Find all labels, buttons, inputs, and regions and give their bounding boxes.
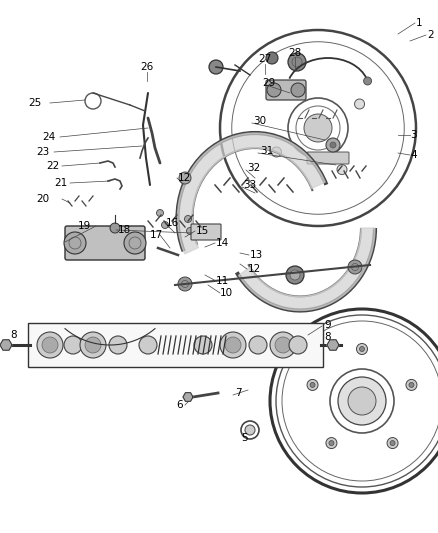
Circle shape [307,379,318,391]
Text: 30: 30 [253,116,266,126]
Circle shape [310,383,315,387]
Circle shape [304,114,332,142]
Polygon shape [177,133,325,254]
Circle shape [326,138,340,152]
Circle shape [364,77,371,85]
Circle shape [42,337,58,353]
Polygon shape [0,340,12,350]
Circle shape [162,222,169,229]
Text: 12: 12 [248,264,261,274]
Circle shape [124,232,146,254]
Circle shape [338,377,386,425]
Text: 5: 5 [242,433,248,443]
Circle shape [156,209,163,216]
Circle shape [289,336,307,354]
Circle shape [406,379,417,391]
Text: 24: 24 [42,132,55,142]
Circle shape [225,337,241,353]
Circle shape [85,337,101,353]
Circle shape [64,232,86,254]
Text: 31: 31 [260,146,273,156]
Text: 21: 21 [54,178,67,188]
Circle shape [348,260,362,274]
Circle shape [178,277,192,291]
Circle shape [209,60,223,74]
Bar [28,323,323,367]
Circle shape [37,332,63,358]
Circle shape [329,441,334,446]
FancyBboxPatch shape [65,226,145,260]
Circle shape [291,83,305,97]
Text: 12: 12 [178,173,191,183]
Circle shape [357,343,367,354]
Text: 18: 18 [118,225,131,235]
Circle shape [80,332,106,358]
Circle shape [266,52,278,64]
Circle shape [179,172,191,184]
Text: 4: 4 [410,150,417,160]
Text: 9: 9 [324,320,331,330]
Circle shape [360,346,364,351]
Circle shape [355,99,364,109]
Circle shape [245,425,255,435]
Circle shape [267,83,281,97]
Text: 14: 14 [216,238,229,248]
Text: 3: 3 [410,130,417,140]
Circle shape [286,266,304,284]
Text: 19: 19 [78,221,91,231]
Text: 22: 22 [46,161,59,171]
Text: 23: 23 [36,147,49,157]
Circle shape [387,438,398,449]
Circle shape [337,165,347,175]
Circle shape [64,336,82,354]
Circle shape [326,438,337,449]
Circle shape [194,336,212,354]
Circle shape [275,337,291,353]
Text: 8: 8 [324,332,331,342]
Text: 11: 11 [216,276,229,286]
Text: 27: 27 [258,54,272,64]
Circle shape [110,223,120,233]
Text: 13: 13 [250,250,263,260]
Circle shape [249,336,267,354]
Text: 25: 25 [28,98,41,108]
Text: 32: 32 [247,163,260,173]
FancyBboxPatch shape [266,80,306,100]
Circle shape [288,53,306,71]
Polygon shape [183,393,193,401]
Text: 26: 26 [140,62,154,72]
Text: 8: 8 [10,330,17,340]
Text: 2: 2 [427,30,434,40]
Circle shape [270,332,296,358]
Circle shape [220,332,246,358]
Text: 29: 29 [262,78,275,88]
Text: 17: 17 [150,230,163,240]
FancyBboxPatch shape [307,152,349,164]
Text: 6: 6 [177,400,183,410]
Circle shape [289,82,299,92]
Circle shape [348,387,376,415]
Circle shape [109,336,127,354]
Text: 10: 10 [220,288,233,298]
Polygon shape [327,340,339,350]
Circle shape [290,270,300,280]
Circle shape [187,228,194,235]
Text: 7: 7 [235,388,242,398]
Text: 1: 1 [416,18,423,28]
Polygon shape [239,228,375,311]
Circle shape [139,336,157,354]
Text: 16: 16 [166,218,179,228]
Circle shape [409,383,414,387]
Circle shape [390,441,395,446]
Circle shape [330,142,336,148]
Text: 20: 20 [36,194,49,204]
Text: 33: 33 [243,180,256,190]
Circle shape [272,147,282,157]
FancyBboxPatch shape [191,224,221,240]
Text: 15: 15 [196,226,209,236]
Text: 28: 28 [288,48,302,58]
Circle shape [184,215,191,222]
